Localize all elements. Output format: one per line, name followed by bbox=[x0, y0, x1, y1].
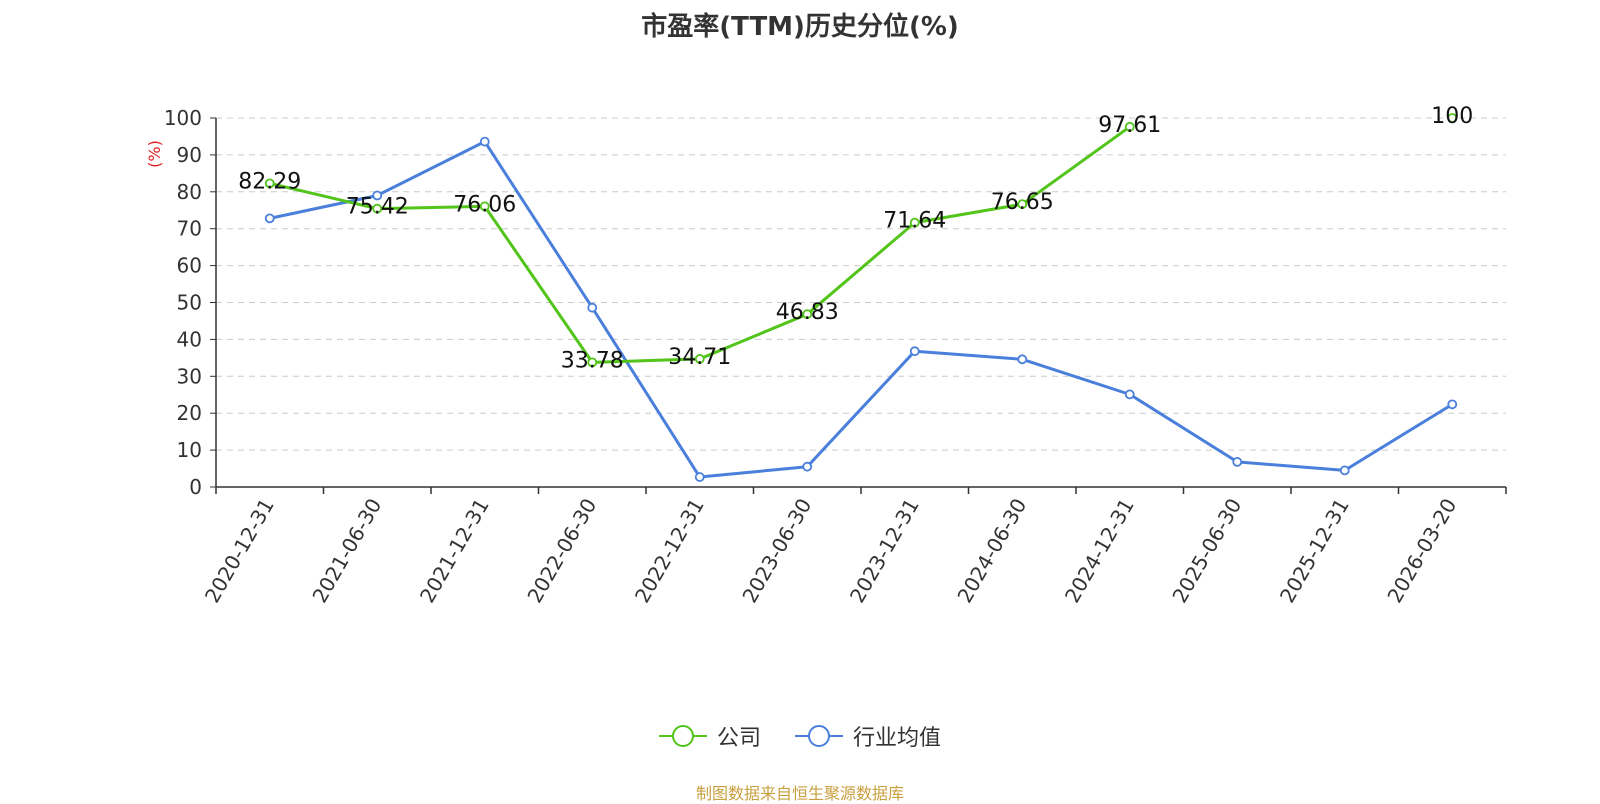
data-point[interactable] bbox=[1124, 121, 1135, 132]
x-tick-label: 2025-06-30 bbox=[1167, 494, 1246, 607]
y-tick-label: 70 bbox=[177, 217, 202, 241]
data-label: 82.29 bbox=[238, 169, 301, 194]
legend-industry-label: 行业均值 bbox=[853, 726, 942, 751]
legend-item-company[interactable]: 公司 bbox=[658, 720, 761, 752]
y-tick-label: 0 bbox=[189, 475, 202, 499]
x-tick-label: 2021-06-30 bbox=[307, 494, 386, 607]
data-label: 75.42 bbox=[346, 195, 409, 220]
data-label: 46.83 bbox=[776, 300, 839, 325]
x-tick-label: 2020-12-31 bbox=[200, 494, 279, 607]
data-point[interactable] bbox=[1017, 354, 1028, 365]
legend-company-label: 公司 bbox=[716, 726, 761, 751]
data-label: 97.61 bbox=[1098, 113, 1161, 138]
data-point[interactable] bbox=[587, 357, 598, 368]
x-tick-label: 2025-12-31 bbox=[1275, 494, 1354, 607]
data-point[interactable] bbox=[264, 178, 275, 189]
x-tick-label: 2021-12-31 bbox=[415, 494, 494, 607]
data-label: 71.64 bbox=[883, 209, 946, 234]
data-point[interactable] bbox=[372, 190, 383, 201]
grid-lines bbox=[216, 117, 1506, 451]
data-labels: 82.29 75.42 76.06 33.78 34.71 46.83 71.64 76.65… bbox=[238, 104, 1473, 373]
y-tick-label: 40 bbox=[177, 327, 202, 351]
y-tick-label: 60 bbox=[177, 254, 202, 278]
chart-title: 市盈率(TTM)历史分位(%) bbox=[641, 12, 959, 42]
data-point[interactable] bbox=[802, 461, 813, 472]
data-point[interactable] bbox=[1124, 389, 1135, 400]
legend-item-industry[interactable]: 行业均值 bbox=[795, 720, 941, 752]
legend-company-icon bbox=[658, 725, 707, 747]
data-point[interactable] bbox=[479, 201, 490, 212]
data-point[interactable] bbox=[694, 354, 705, 364]
data-label: 76.65 bbox=[991, 190, 1054, 215]
data-point[interactable] bbox=[1339, 465, 1350, 476]
data-point[interactable] bbox=[587, 302, 598, 313]
y-tick-label: 90 bbox=[177, 143, 202, 167]
data-point[interactable] bbox=[694, 472, 705, 482]
x-tick-label: 2024-12-31 bbox=[1060, 494, 1139, 607]
y-axis-label: (%) bbox=[145, 140, 164, 168]
y-tick-label: 20 bbox=[177, 401, 202, 425]
data-point[interactable] bbox=[479, 136, 490, 147]
y-tick-label: 50 bbox=[177, 291, 202, 315]
data-point[interactable] bbox=[909, 217, 920, 228]
legend: 公司 行业均值 bbox=[0, 720, 1600, 752]
x-tick-label: 2022-06-30 bbox=[522, 494, 601, 607]
x-tick-label: 2023-12-31 bbox=[845, 494, 924, 607]
x-tick-label: 2024-06-30 bbox=[952, 494, 1031, 607]
x-tick-label: 2022-12-31 bbox=[630, 494, 709, 607]
series-line-1 bbox=[269, 140, 1454, 479]
data-source-note: 制图数据来自恒生聚源数据库 bbox=[695, 784, 904, 803]
legend-industry-icon bbox=[795, 725, 843, 747]
y-tick-label: 30 bbox=[177, 364, 202, 388]
data-label: 34.71 bbox=[668, 345, 731, 370]
series-line-0 bbox=[269, 125, 1131, 364]
y-tick-label: 80 bbox=[177, 180, 202, 204]
y-tick-label: 10 bbox=[177, 438, 202, 462]
y-tick-label: 100 bbox=[164, 106, 202, 130]
data-point[interactable] bbox=[1447, 399, 1458, 410]
data-point[interactable] bbox=[264, 213, 275, 224]
data-point[interactable] bbox=[909, 346, 920, 357]
data-point[interactable] bbox=[372, 203, 383, 214]
x-tick-label: 2026-03-20 bbox=[1382, 494, 1461, 607]
series-lines bbox=[264, 113, 1458, 482]
data-label: 76.06 bbox=[453, 192, 516, 217]
data-point[interactable] bbox=[1447, 113, 1458, 123]
data-label: 33.78 bbox=[561, 348, 624, 373]
data-point[interactable] bbox=[1232, 457, 1243, 467]
x-tick-label: 2023-06-30 bbox=[737, 494, 816, 607]
data-label: 100 bbox=[1431, 104, 1473, 129]
data-point[interactable] bbox=[1017, 199, 1028, 210]
data-point[interactable] bbox=[802, 309, 813, 320]
